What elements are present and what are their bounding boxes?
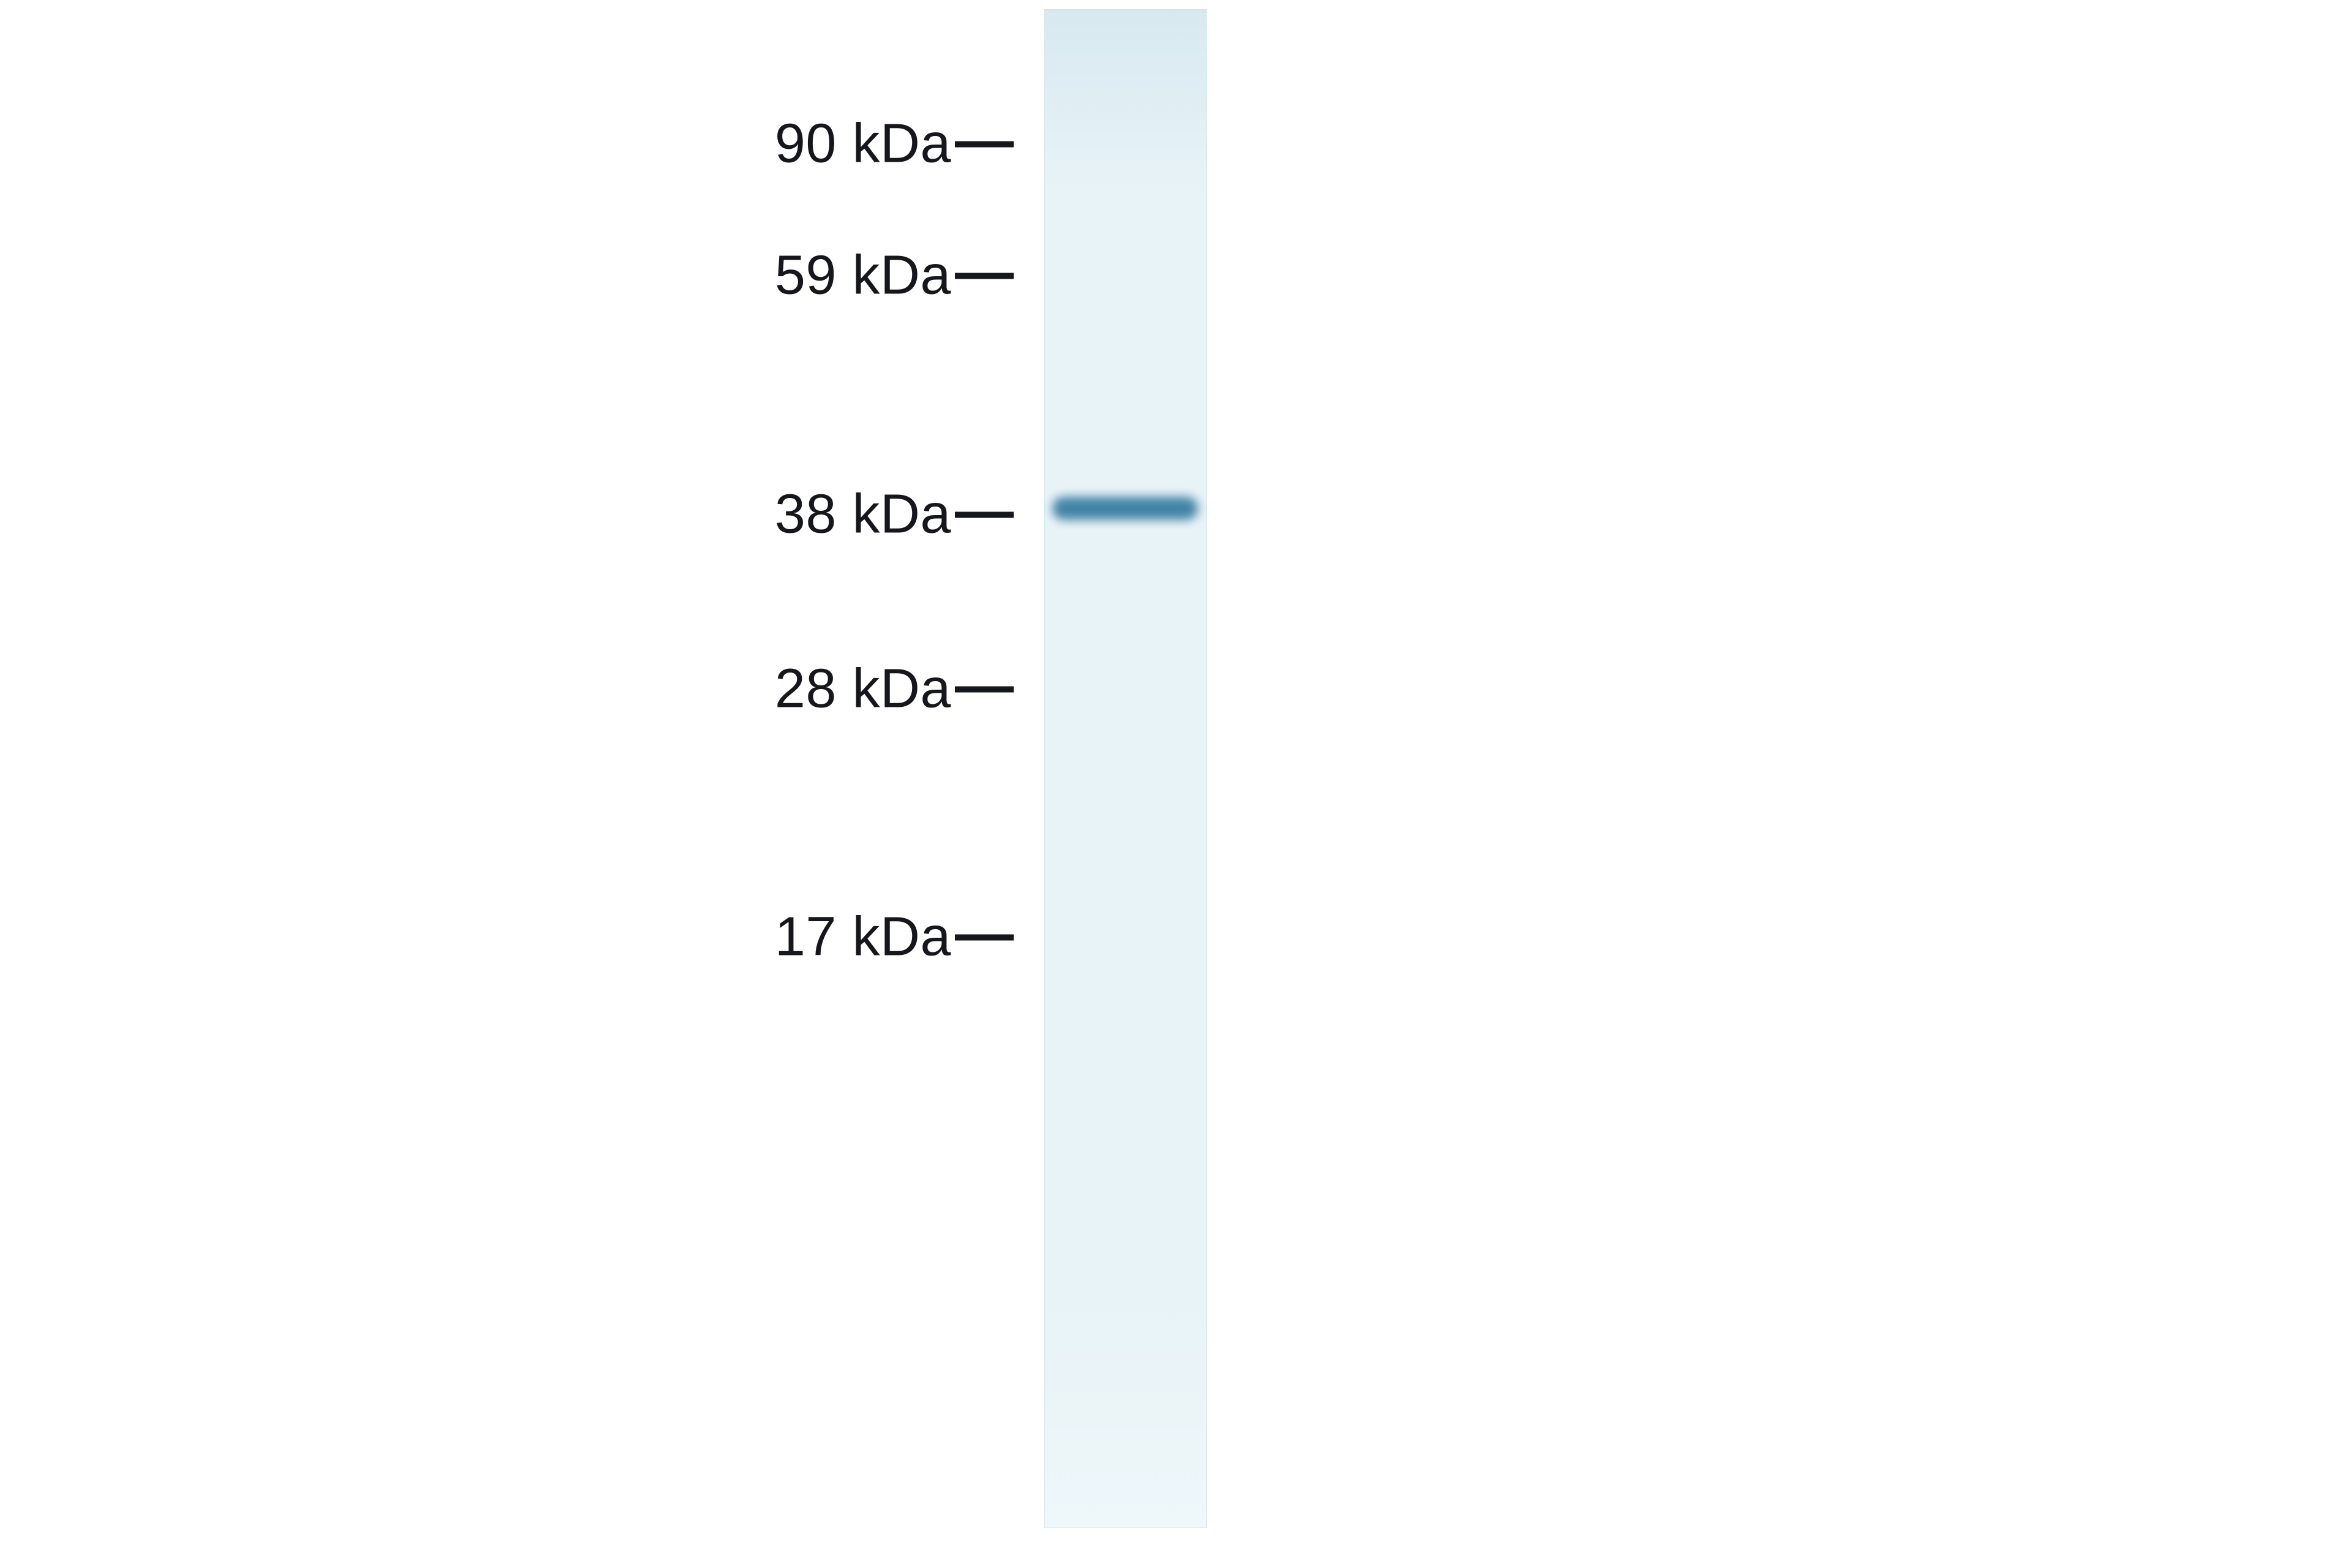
marker-tick — [955, 686, 1014, 692]
blot-figure: 90 kDa 59 kDa 38 kDa 28 kDa 17 kDa — [0, 0, 2352, 1568]
band-38 — [1052, 497, 1198, 520]
marker-label: 59 kDa — [775, 244, 951, 307]
marker-59kda: 59 kDa — [775, 244, 1014, 307]
marker-label: 38 kDa — [775, 483, 951, 546]
marker-tick — [955, 934, 1014, 940]
marker-17kda: 17 kDa — [775, 906, 1014, 969]
marker-label: 90 kDa — [775, 113, 951, 176]
marker-label: 17 kDa — [775, 906, 951, 969]
marker-38kda: 38 kDa — [775, 483, 1014, 546]
marker-tick — [955, 141, 1014, 147]
marker-tick — [955, 273, 1014, 279]
marker-90kda: 90 kDa — [775, 113, 1014, 176]
blot-lane — [1044, 9, 1207, 1528]
marker-28kda: 28 kDa — [775, 658, 1014, 721]
marker-tick — [955, 511, 1014, 518]
marker-label: 28 kDa — [775, 658, 951, 721]
